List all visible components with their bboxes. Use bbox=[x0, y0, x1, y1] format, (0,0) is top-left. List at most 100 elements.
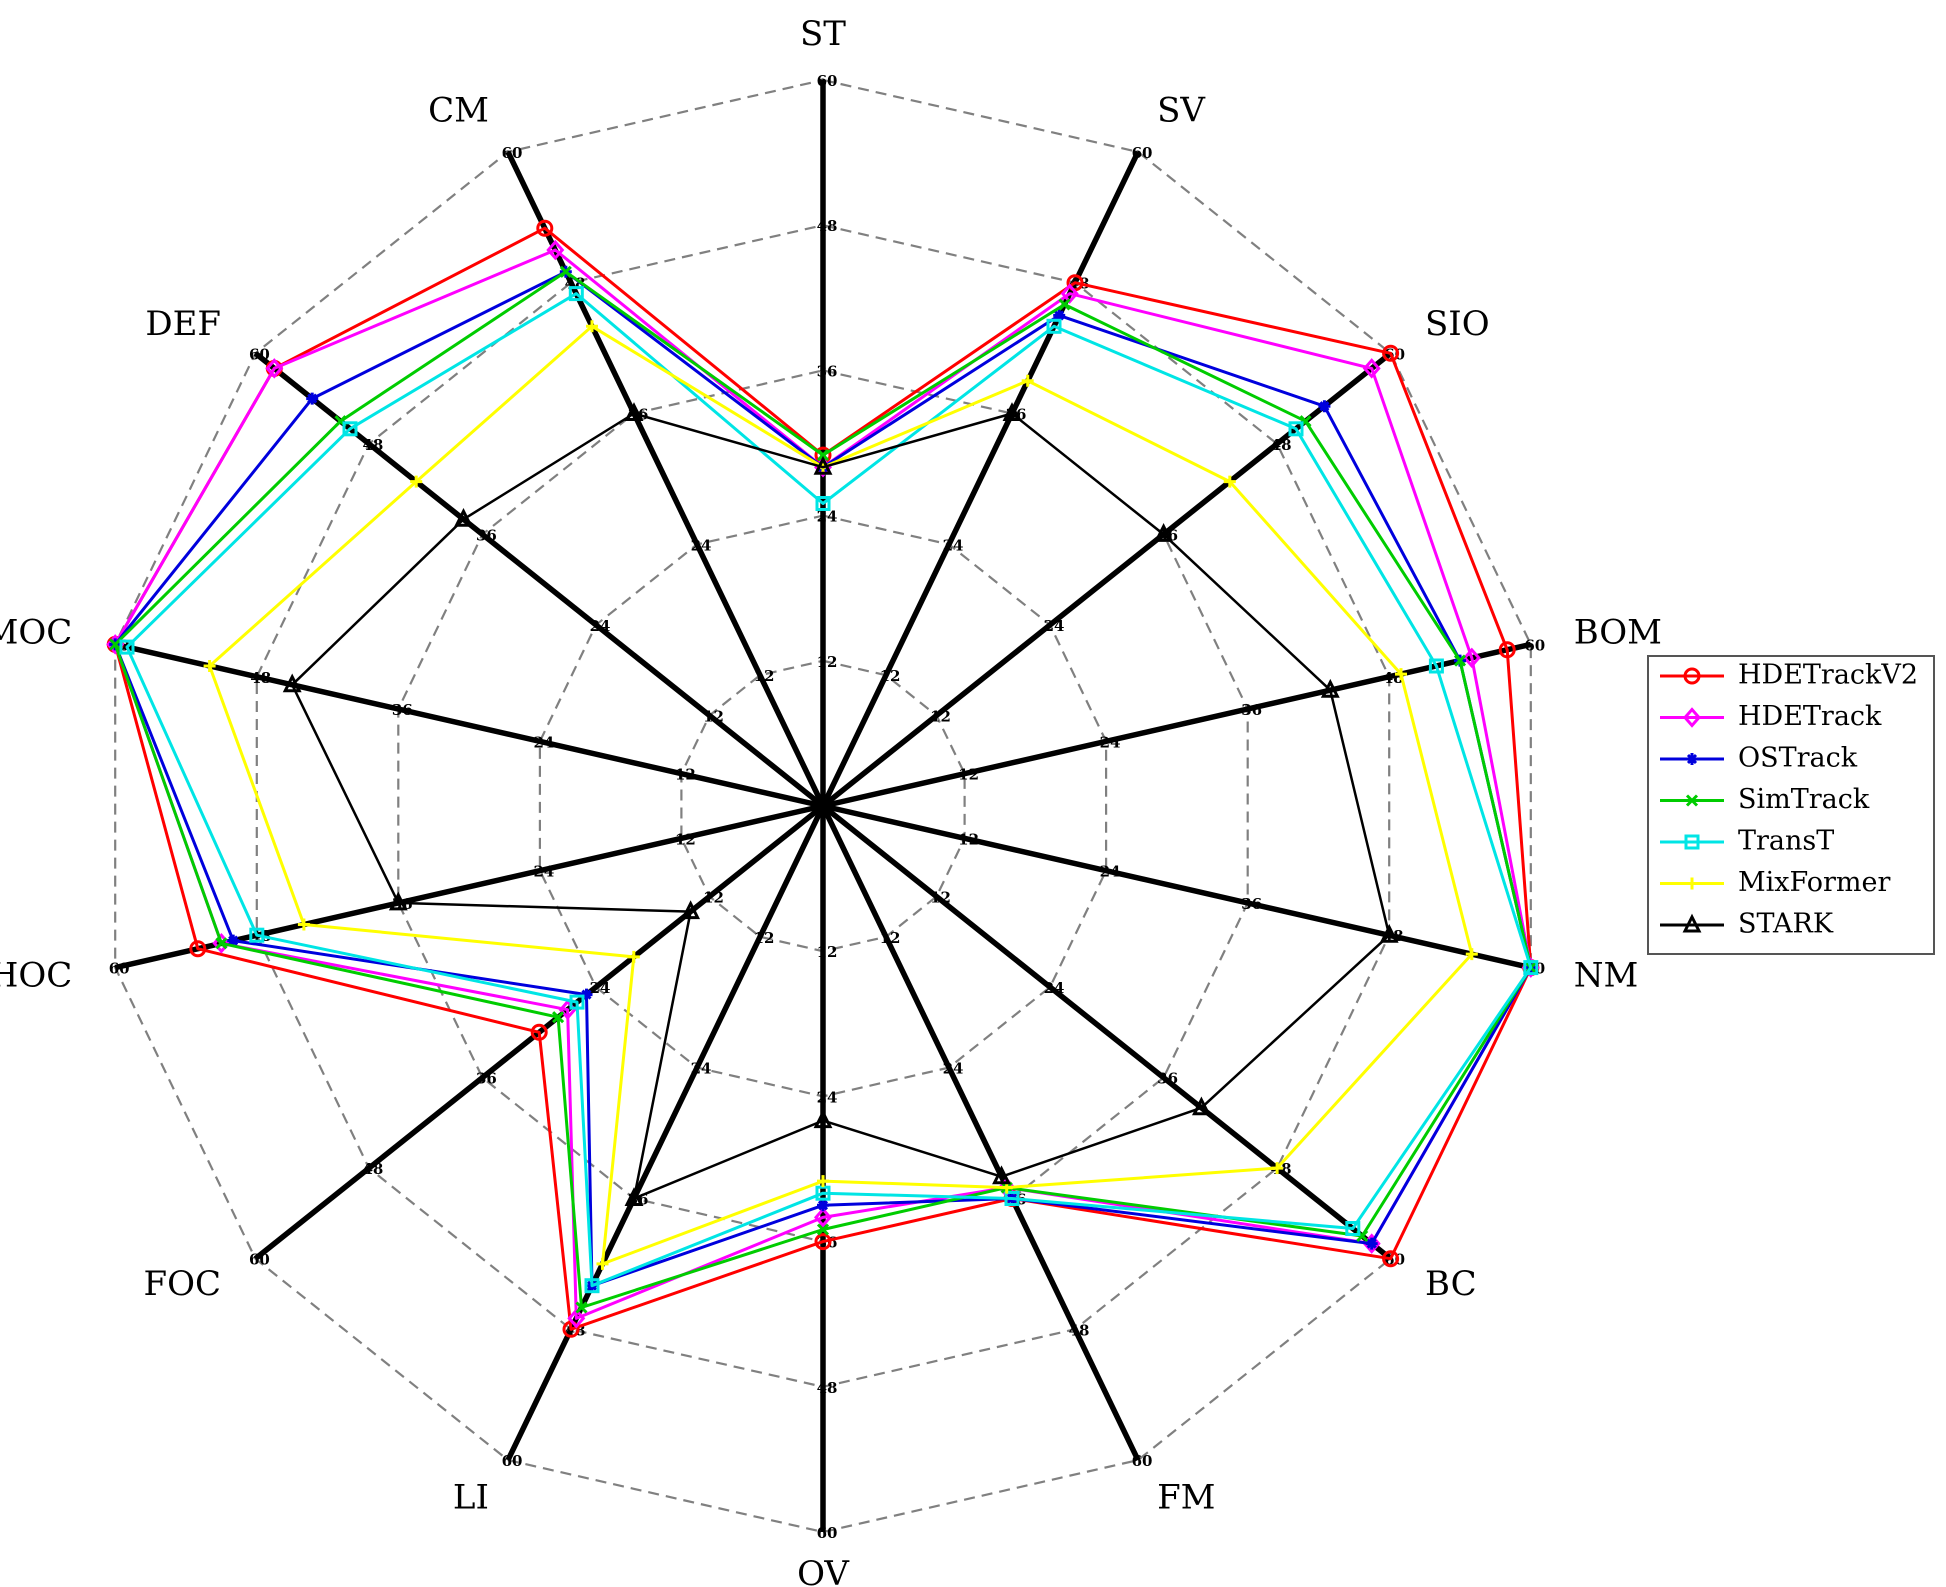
radar-tick-labels: 12 24 36 48 60 12 24 36 48 60 12 24 36 48 60 12 24 36 48 60… bbox=[109, 72, 1545, 1542]
data-point-stark bbox=[282, 673, 302, 693]
data-point-transt bbox=[815, 496, 831, 511]
data-point-hdetrack bbox=[567, 1308, 586, 1329]
axis-label-moc: MOC bbox=[0, 613, 72, 653]
data-point-hdetrack bbox=[265, 358, 284, 379]
data-point-transt bbox=[249, 927, 265, 943]
tick-label: 48 bbox=[817, 1379, 838, 1397]
axis-label-fm: FM bbox=[1157, 1478, 1215, 1518]
radar-series bbox=[106, 219, 1540, 1338]
data-point-ostrack bbox=[1318, 400, 1331, 413]
data-point-stark bbox=[1191, 1096, 1211, 1116]
data-point-stark bbox=[992, 1165, 1011, 1185]
tick-label: 48 bbox=[817, 217, 838, 235]
data-point-stark bbox=[624, 402, 644, 421]
legend-label-hdetrack: HDETrack bbox=[1738, 701, 1882, 732]
tick-label: 24 bbox=[817, 508, 838, 526]
tick-label: 48 bbox=[1069, 1321, 1090, 1339]
legend-label-stark: STARK bbox=[1738, 909, 1834, 940]
data-point-transt bbox=[119, 639, 135, 655]
data-point-stark bbox=[1154, 523, 1174, 542]
tick-label: 12 bbox=[703, 708, 724, 726]
axis-spoke-sv bbox=[820, 150, 1141, 808]
data-point-hdetrack bbox=[546, 239, 565, 261]
legend-marker-transt bbox=[1684, 834, 1700, 850]
axis-spoke-moc bbox=[114, 641, 824, 809]
data-point-hdetrack bbox=[1462, 647, 1481, 669]
data-point-mixformer bbox=[586, 320, 598, 333]
data-point-stark bbox=[813, 455, 833, 475]
axis-label-foc: FOC bbox=[144, 1264, 221, 1304]
axis-label-hoc: HOC bbox=[0, 955, 72, 995]
tick-label: 24 bbox=[1044, 979, 1065, 997]
data-point-simtrack bbox=[816, 449, 830, 462]
tick-label: 12 bbox=[817, 653, 838, 671]
data-point-simtrack bbox=[1453, 654, 1467, 667]
tick-label: 12 bbox=[754, 929, 775, 947]
tick-label: 36 bbox=[1157, 1070, 1178, 1088]
data-point-ostrack bbox=[580, 988, 593, 1001]
tick-label: 24 bbox=[943, 1060, 964, 1078]
legend-marker-hdetrack bbox=[1683, 707, 1701, 728]
data-point-stark bbox=[388, 891, 408, 911]
data-point-transt bbox=[1523, 960, 1539, 976]
legend-item-transt: TransT bbox=[1660, 826, 1834, 857]
series-simtrack bbox=[109, 265, 1537, 1314]
axis-label-sv: SV bbox=[1157, 90, 1206, 130]
legend-label-mixformer: MixFormer bbox=[1738, 867, 1891, 898]
data-point-mixformer bbox=[596, 1257, 609, 1270]
tick-label: 48 bbox=[250, 669, 271, 687]
legend-marker-mixformer bbox=[1686, 877, 1698, 890]
data-point-mixformer bbox=[1021, 374, 1034, 387]
axis-label-st: ST bbox=[800, 14, 846, 54]
tick-label: 12 bbox=[675, 766, 696, 784]
legend-item-mixformer: MixFormer bbox=[1660, 867, 1891, 898]
axis-spoke-bc bbox=[821, 803, 1393, 1261]
data-point-mixformer bbox=[1223, 475, 1236, 488]
data-point-transt bbox=[569, 994, 585, 1010]
axis-label-bc: BC bbox=[1425, 1264, 1477, 1304]
data-point-simtrack bbox=[109, 638, 122, 651]
tick-label: 24 bbox=[943, 536, 964, 554]
tick-label: 24 bbox=[1100, 733, 1121, 751]
tick-label: 60 bbox=[817, 1524, 838, 1542]
axis-label-def: DEF bbox=[145, 304, 221, 344]
axis-label-sio: SIO bbox=[1425, 304, 1490, 344]
data-point-stark bbox=[454, 507, 473, 527]
legend: HDETrackV2 HDETrack OSTrack SimTrack TransT M… bbox=[1647, 655, 1935, 955]
data-point-hdetrackv2 bbox=[1382, 344, 1400, 362]
data-point-transt bbox=[342, 421, 358, 437]
tick-label: 60 bbox=[1524, 636, 1545, 654]
legend-marker-simtrack bbox=[1685, 794, 1699, 807]
data-point-ostrack bbox=[1053, 309, 1066, 322]
axis-label-cm: CM bbox=[428, 90, 489, 130]
data-point-transt bbox=[1046, 318, 1062, 334]
axis-spoke-fm bbox=[820, 804, 1141, 1462]
data-point-ostrack bbox=[817, 1199, 829, 1212]
tick-label: 24 bbox=[817, 1088, 838, 1106]
data-point-mixformer bbox=[297, 918, 310, 931]
series-stark bbox=[282, 402, 1399, 1206]
data-point-hdetrackv2 bbox=[814, 1233, 832, 1251]
legend-label-simtrack: SimTrack bbox=[1738, 784, 1870, 815]
tick-label: 60 bbox=[249, 1251, 270, 1269]
data-point-stark bbox=[624, 1187, 644, 1206]
tick-label: 36 bbox=[392, 701, 413, 719]
data-point-simtrack bbox=[215, 937, 228, 950]
data-point-hdetrack bbox=[1362, 358, 1381, 379]
legend-marker-hdetrackv2 bbox=[1683, 667, 1701, 685]
tick-label: 24 bbox=[590, 617, 611, 635]
legend-item-hdetrack: HDETrack bbox=[1660, 701, 1882, 732]
axis-spoke-cm bbox=[505, 150, 826, 808]
axis-label-nm: NM bbox=[1574, 955, 1639, 995]
data-point-mixformer bbox=[1465, 948, 1478, 961]
data-point-ostrack bbox=[306, 392, 319, 405]
data-point-mixformer bbox=[1271, 1162, 1284, 1175]
data-point-transt bbox=[1004, 1191, 1020, 1206]
radar-axis-labels: ST SV SIO BOM NM BC FM OV LI FOC HOC MOC DEF CM bbox=[0, 14, 1662, 1587]
tick-label: 60 bbox=[502, 144, 523, 162]
data-point-simtrack bbox=[559, 265, 572, 278]
data-point-transt bbox=[1345, 1221, 1361, 1236]
tick-label: 24 bbox=[533, 863, 554, 881]
tick-label: 36 bbox=[476, 1070, 497, 1088]
